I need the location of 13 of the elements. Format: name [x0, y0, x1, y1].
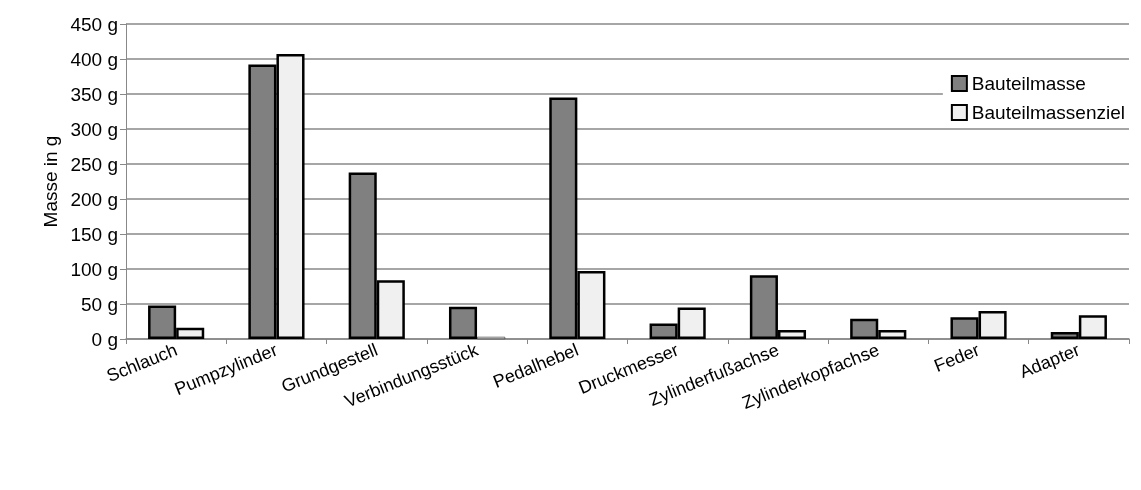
- y-tick-label: 150 g: [70, 223, 118, 245]
- y-axis-title: Masse in g: [39, 135, 61, 228]
- y-tick-label: 450 g: [70, 13, 118, 35]
- legend-label: Bauteilmassenziel: [971, 102, 1126, 123]
- y-tick-label: 400 g: [70, 48, 118, 70]
- y-tick-label: 300 g: [70, 118, 118, 140]
- legend-label: Bauteilmasse: [971, 73, 1086, 94]
- y-tick-label: 200 g: [70, 188, 118, 210]
- y-tick-label: 350 g: [70, 83, 118, 105]
- y-tick-label: 50 g: [81, 293, 118, 315]
- x-tick-label: Feder: [931, 339, 983, 376]
- y-tick-label: 100 g: [70, 258, 118, 280]
- y-tick-label: 250 g: [70, 153, 118, 175]
